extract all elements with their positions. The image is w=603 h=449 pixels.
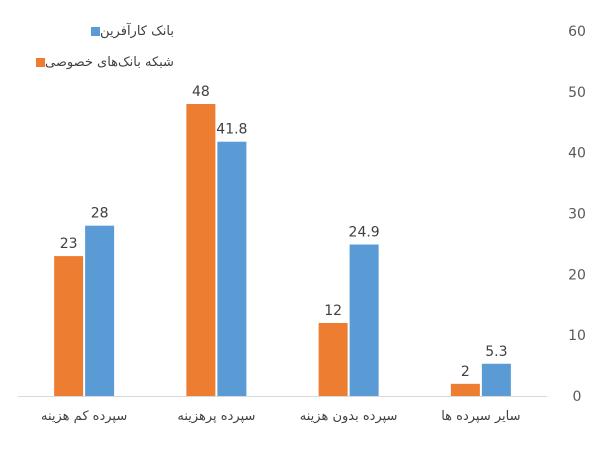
y-tick-label: 60 [568,24,586,40]
data-label: 48 [192,84,210,100]
bar-karafarin [217,141,247,396]
bar-karafarin [481,363,511,396]
y-tick-label: 20 [568,267,586,283]
data-label: 2 [461,364,470,380]
legend-swatch-karafarin [91,26,101,36]
bar-private-banks [54,256,84,396]
bar-private-banks [318,323,348,396]
data-label: 5.3 [485,344,507,360]
data-label: 24.9 [349,225,380,241]
legend-item-karafarin: بانک کارآفرین [30,22,174,40]
legend: بانک کارآفرین شبکه بانک‌های خصوصی [30,22,174,84]
legend-label-private-banks: شبکه بانک‌های خصوصی [45,54,174,70]
y-tick-label: 10 [568,328,586,344]
data-label: 23 [60,236,78,252]
legend-swatch-private-banks [36,57,45,67]
data-label: 28 [91,206,109,222]
y-tick-label: 50 [568,85,586,101]
bar-private-banks [450,383,480,396]
x-category-label: سپرده کم هزینه [41,409,127,424]
bar-karafarin [349,244,379,396]
bar-private-banks [186,104,216,396]
x-category-label: سایر سپرده ها [441,409,520,424]
y-tick-label: 0 [573,389,582,405]
data-label: 41.8 [216,122,247,138]
bar-karafarin [85,225,115,396]
legend-label-karafarin: بانک کارآفرین [100,23,174,39]
x-category-label: سپرده بدون هزینه [300,409,398,424]
legend-item-private-banks: شبکه بانک‌های خصوصی [30,53,174,71]
x-category-label: سپرده پرهزینه [177,409,255,424]
data-label: 12 [324,303,342,319]
y-tick-label: 40 [568,146,586,162]
y-tick-label: 30 [568,207,586,223]
